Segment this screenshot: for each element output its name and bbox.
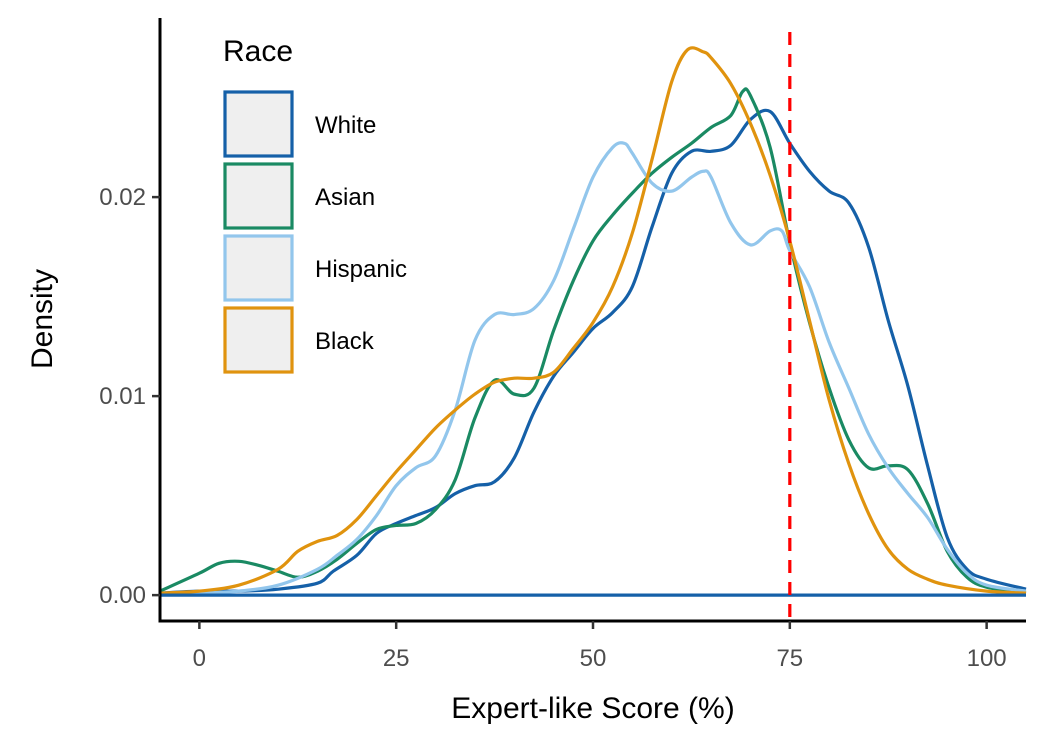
x-axis-title: Expert-like Score (%) xyxy=(451,692,734,725)
series-line-hispanic xyxy=(159,141,1027,595)
legend-item-hispanic: Hispanic xyxy=(223,234,407,302)
series-line-white xyxy=(159,108,1027,595)
legend-label-black: Black xyxy=(315,328,375,355)
x-tick-label: 50 xyxy=(580,645,607,672)
series-line-black xyxy=(159,46,1027,595)
y-tick-label: 0.00 xyxy=(99,582,146,609)
x-tick-label: 75 xyxy=(776,645,803,672)
y-tick-label: 0.02 xyxy=(99,184,146,211)
legend-key-asian xyxy=(223,162,294,230)
x-axis-ticks: 0 25 50 75 100 xyxy=(193,621,1007,672)
legend-items: White Asian Hispanic Black xyxy=(223,90,407,374)
legend-key-black xyxy=(223,306,294,374)
legend-label-white: White xyxy=(315,112,376,139)
legend-title: Race xyxy=(223,35,293,68)
y-axis-title: Density xyxy=(26,269,59,369)
x-tick-label: 25 xyxy=(383,645,410,672)
legend-item-asian: Asian xyxy=(223,162,375,230)
legend-label-asian: Asian xyxy=(315,184,375,211)
legend-label-hispanic: Hispanic xyxy=(315,256,407,283)
y-axis-ticks: 0.00 0.01 0.02 xyxy=(99,184,160,609)
legend-item-black: Black xyxy=(223,306,375,374)
legend: Race White Asian Hispanic Black xyxy=(223,35,407,374)
y-tick-label: 0.01 xyxy=(99,383,146,410)
legend-item-white: White xyxy=(223,90,376,158)
legend-key-white xyxy=(223,90,294,158)
series-layer xyxy=(159,46,1027,595)
x-tick-label: 0 xyxy=(193,645,206,672)
x-tick-label: 100 xyxy=(967,645,1007,672)
legend-key-hispanic xyxy=(223,234,294,302)
series-line-asian xyxy=(159,87,1027,595)
